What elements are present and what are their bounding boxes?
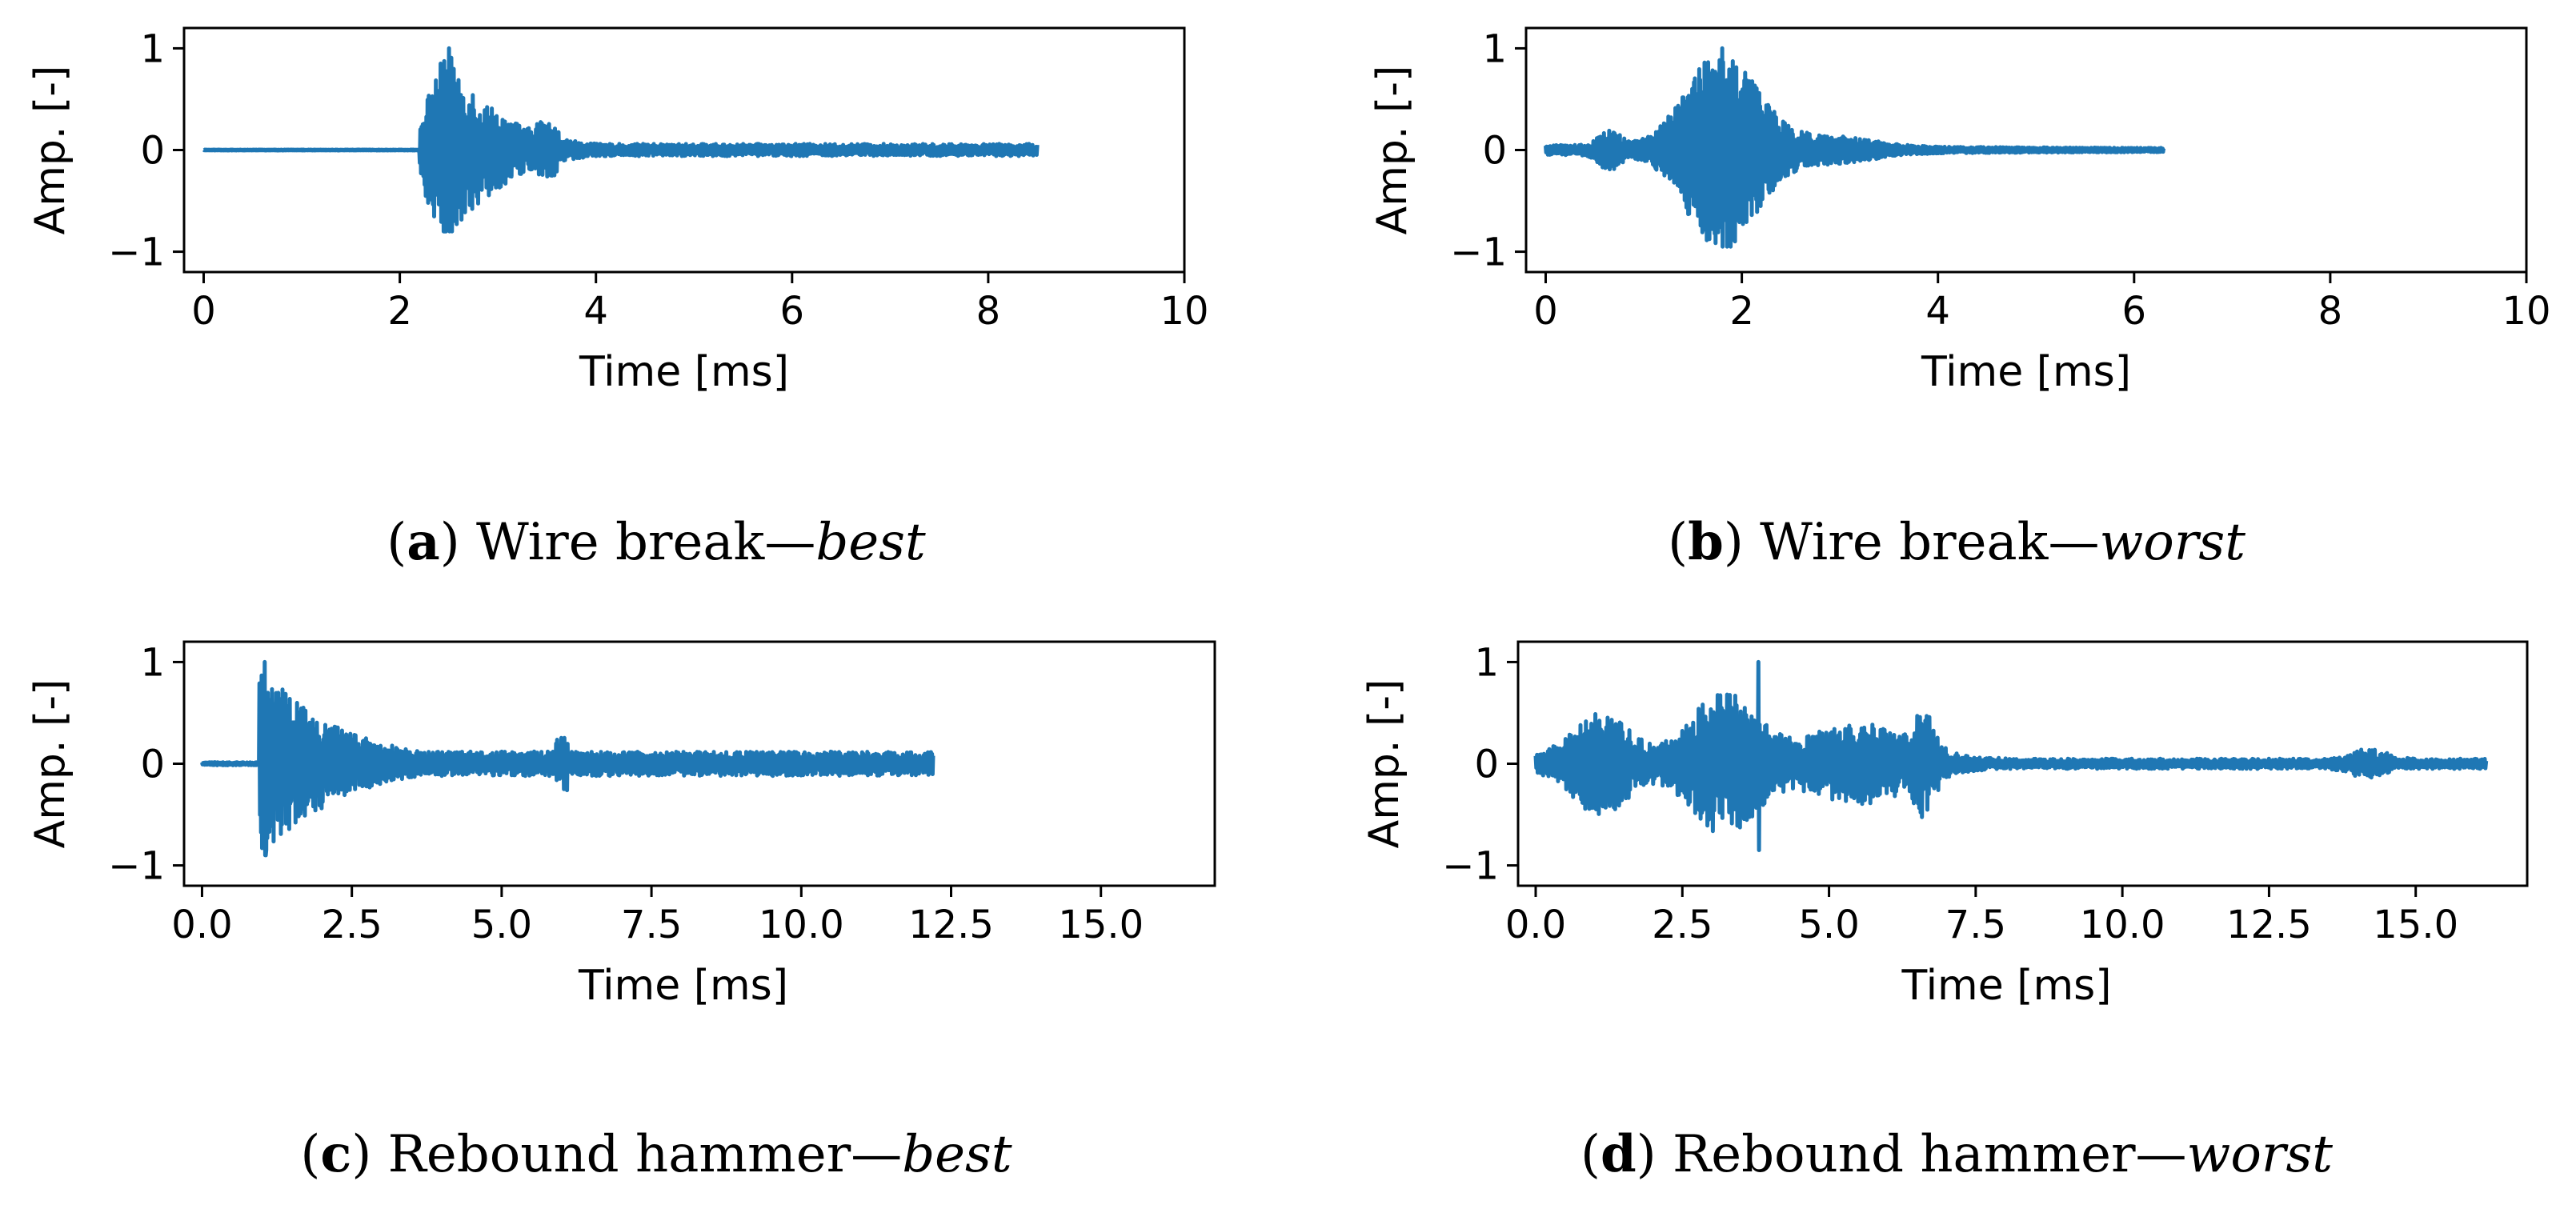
y-axis-label: Amp. [-] xyxy=(26,679,74,849)
x-tick-label: 7.5 xyxy=(1945,903,2006,947)
y-tick-label: 1 xyxy=(140,26,165,71)
series-line-signal xyxy=(202,46,1040,234)
caption-letter: c xyxy=(320,1124,352,1184)
x-tick-label: 15.0 xyxy=(2373,903,2458,947)
x-tick-label: 2.5 xyxy=(1652,903,1713,947)
x-axis-label: Time [ms] xyxy=(579,348,789,396)
caption-letter: a xyxy=(407,512,440,572)
x-tick-label: 8 xyxy=(2318,289,2343,334)
y-tick-label: 0 xyxy=(140,743,165,787)
y-tick-label: 1 xyxy=(1474,640,1499,685)
y-axis-label: Amp. [-] xyxy=(1368,66,1416,235)
x-tick-label: 4 xyxy=(1925,289,1950,334)
x-tick-label: 0 xyxy=(191,289,216,334)
x-tick-label: 10 xyxy=(1160,289,1208,334)
caption-prefix: Wire break— xyxy=(1760,513,2100,572)
x-tick-label: 0.0 xyxy=(171,903,232,947)
x-tick-label: 12.5 xyxy=(2226,903,2312,947)
caption-b: (b) Wire break—worst xyxy=(1668,512,2245,572)
chart-panel-d: 0.0 2.5 5.0 7.5 10.0 12.5 15.0 1 0 −1 Time [ms] Amp… xyxy=(1360,640,2529,1010)
x-tick-label: 2 xyxy=(387,289,412,334)
x-tick-label: 5.0 xyxy=(1798,903,1859,947)
y-tick-label: 1 xyxy=(140,640,165,685)
caption-a: (a) Wire break—best xyxy=(387,512,926,572)
x-tick-label: 8 xyxy=(976,289,1001,334)
x-tick-label: 6 xyxy=(780,289,805,334)
y-tick-label: 1 xyxy=(1482,26,1507,71)
caption-emphasis: worst xyxy=(2099,513,2245,572)
x-axis-label: Time [ms] xyxy=(1921,348,2131,396)
x-axis-label: Time [ms] xyxy=(1901,962,2111,1010)
caption-d: (d) Rebound hammer—worst xyxy=(1580,1124,2334,1184)
y-tick-label: −1 xyxy=(108,844,165,889)
x-tick-label: 2 xyxy=(1729,289,1754,334)
caption-emphasis: best xyxy=(902,1125,1012,1184)
caption-emphasis: worst xyxy=(2186,1125,2334,1184)
x-tick-label: 0 xyxy=(1533,289,1558,334)
y-axis-label: Amp. [-] xyxy=(26,66,74,235)
caption-letter: d xyxy=(1600,1124,1637,1184)
x-tick-label: 15.0 xyxy=(1058,903,1144,947)
series-line-signal xyxy=(1533,659,2489,852)
y-tick-label: −1 xyxy=(1442,844,1499,889)
x-tick-label: 10.0 xyxy=(759,903,844,947)
y-tick-label: 0 xyxy=(140,129,165,174)
series-line-signal xyxy=(200,659,935,858)
x-tick-label: 2.5 xyxy=(322,903,383,947)
x-tick-label: 5.0 xyxy=(471,903,532,947)
x-tick-label: 10.0 xyxy=(2080,903,2165,947)
caption-prefix: Rebound hammer— xyxy=(387,1125,903,1184)
chart-panel-c: 0.0 2.5 5.0 7.5 10.0 12.5 15.0 1 0 −1 Time [ms] Amp… xyxy=(26,640,1216,1010)
x-tick-label: 6 xyxy=(2122,289,2147,334)
x-axis-label: Time [ms] xyxy=(578,962,788,1010)
series-line-signal xyxy=(1544,46,2166,249)
y-tick-label: 0 xyxy=(1482,129,1507,174)
x-tick-label: 10 xyxy=(2502,289,2550,334)
y-axis-label: Amp. [-] xyxy=(1360,679,1408,849)
caption-prefix: Wire break— xyxy=(476,513,816,572)
y-tick-label: 0 xyxy=(1474,743,1499,787)
caption-c: (c) Rebound hammer—best xyxy=(300,1124,1012,1184)
y-tick-label: −1 xyxy=(108,230,165,275)
caption-prefix: Rebound hammer— xyxy=(1673,1125,2187,1184)
caption-letter: b xyxy=(1688,512,1724,572)
caption-emphasis: best xyxy=(815,513,926,572)
y-tick-label: −1 xyxy=(1450,230,1507,275)
x-tick-label: 7.5 xyxy=(621,903,682,947)
x-tick-label: 12.5 xyxy=(908,903,994,947)
x-tick-label: 0.0 xyxy=(1505,903,1566,947)
x-tick-label: 4 xyxy=(583,289,608,334)
